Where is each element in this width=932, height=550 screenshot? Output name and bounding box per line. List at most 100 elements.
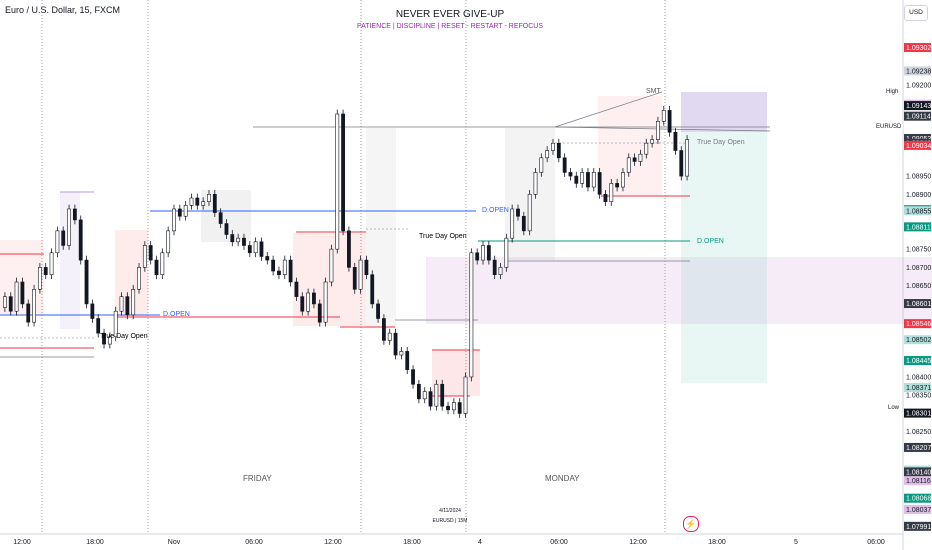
price-tick-label: 1.08950 (906, 174, 931, 181)
price-tag (904, 476, 931, 486)
smt-label: SMT (646, 88, 662, 95)
candle-body (562, 157, 567, 173)
candle-body (510, 208, 515, 239)
candle-body (685, 139, 689, 177)
candle-body (125, 296, 130, 316)
candle-body (498, 267, 503, 275)
time-tick-label: 18:00 (86, 539, 104, 546)
price-tag (904, 133, 931, 143)
currency-button[interactable]: USD (904, 5, 928, 21)
candle-body (271, 259, 276, 272)
candle-body (288, 259, 293, 283)
price-tick-label: 1.09200 (906, 82, 931, 89)
price-tag-value: 1.09238 (906, 68, 931, 75)
time-tick-label: 18:00 (403, 539, 421, 546)
candle-body (189, 197, 194, 206)
candle-body (539, 157, 544, 173)
time-axis[interactable]: 12:00 18:00 Nov 06:00 12:00 18:00 4 06:00 12:00 1… (13, 539, 885, 546)
candle-body (142, 245, 147, 268)
day-label-monday: MONDAY (545, 474, 580, 483)
candle-body (207, 194, 211, 202)
candle-body (632, 157, 637, 162)
candle-body (119, 296, 124, 312)
candle-body (358, 259, 363, 290)
candle-body (597, 172, 602, 195)
candle-body (486, 245, 491, 261)
candle-body (55, 230, 60, 254)
true-day-open-label-3: True Day Open (697, 139, 745, 146)
candle-body (440, 383, 445, 407)
candle-body (96, 318, 101, 334)
candle-body (265, 256, 270, 261)
candle-body (475, 252, 480, 261)
candle-body (137, 267, 141, 290)
candle-body (84, 259, 89, 305)
candle-body (49, 252, 54, 275)
price-tag-value: 1.08445 (906, 358, 931, 365)
price-tag-value: 1.07991 (906, 524, 931, 531)
symbol-price-tag-label: EURUSD (874, 124, 904, 130)
replay-icon[interactable]: ⚡ (683, 516, 699, 532)
price-tag (904, 505, 931, 515)
candle-body (533, 172, 538, 195)
price-tag (904, 383, 931, 393)
candle-body (166, 230, 171, 254)
candle-body (201, 201, 206, 206)
true-day-open-label-1: True Day Open (100, 333, 148, 340)
candle-body (236, 237, 241, 243)
price-tag (904, 442, 931, 452)
candle-body (306, 292, 311, 312)
candle-body (312, 292, 316, 305)
price-tag (904, 467, 931, 477)
candle-body (113, 310, 118, 338)
time-tick-label: 12:00 (324, 539, 342, 546)
candle-body (131, 289, 136, 316)
time-tick-label: 12:00 (13, 539, 31, 546)
candle-body (644, 142, 649, 155)
candle-body (107, 336, 112, 345)
candle-body (393, 332, 398, 356)
candle-body (527, 194, 532, 232)
candle-body (335, 113, 340, 250)
d-open-label-3: D.OPEN (697, 238, 724, 245)
candle-body (580, 172, 585, 184)
price-tag-value: 1.09143 (906, 103, 931, 110)
candle-body (615, 183, 620, 188)
price-tag (904, 206, 931, 216)
candle-body (282, 259, 287, 275)
date-note-symbol: EURUSD | 15M (432, 518, 468, 524)
symbol-title: Euro / U.S. Dollar, 15, FXCM (5, 5, 121, 15)
price-tag-value: 1.08811 (906, 224, 931, 231)
candle-body (638, 153, 643, 162)
candle-body (102, 332, 106, 345)
candle-body (679, 150, 684, 177)
candle-body (26, 303, 31, 323)
candle-body (370, 274, 375, 305)
price-tag (904, 408, 931, 418)
price-axis[interactable]: 1.09200 1.08950 1.08900 1.08750 1.08700 1.086… (904, 43, 931, 531)
candle-body (545, 150, 550, 159)
time-tick-label: 5 (794, 539, 798, 546)
candle-body (230, 234, 235, 243)
candle-body (521, 215, 526, 232)
price-tag-value: 1.08601 (906, 301, 931, 308)
candle-body (341, 113, 345, 232)
time-tick-label: 06:00 (245, 539, 263, 546)
candle-body (603, 194, 608, 202)
price-tag (904, 140, 931, 150)
low-label: Low (886, 405, 902, 411)
price-tag-value: 1.09034 (906, 143, 931, 150)
price-tag (904, 493, 931, 503)
levels (0, 91, 771, 397)
candle-body (329, 248, 334, 283)
candle-body (160, 252, 165, 275)
price-tag (904, 43, 931, 53)
candle-body (609, 183, 614, 202)
price-tag (904, 319, 931, 329)
price-tag-value: 1.08207 (906, 445, 931, 452)
candle-body (451, 402, 456, 411)
price-tag (904, 521, 931, 531)
price-tag-value: 1.08037 (906, 507, 931, 514)
candle-body (3, 296, 7, 308)
